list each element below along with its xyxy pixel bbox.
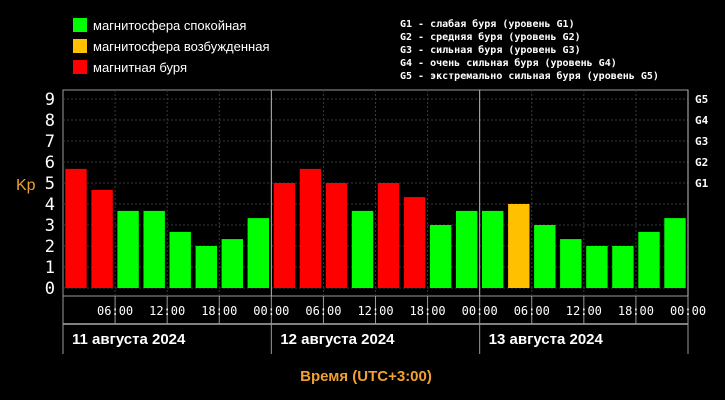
legend-swatch-quiet (73, 18, 87, 32)
legend-swatch-active (73, 39, 87, 53)
kp-bar (299, 168, 322, 288)
kp-bar (273, 183, 296, 288)
x-tick-label: 06:00 (514, 304, 550, 318)
g-scale-g4: G4 - очень сильная буря (уровень G4) (400, 57, 617, 69)
kp-bar (91, 189, 113, 288)
day-label: 13 августа 2024 (489, 331, 604, 348)
g-tick-label: G2 (695, 156, 708, 169)
g-tick-label: G4 (695, 114, 709, 127)
y-tick-label: 5 (45, 174, 55, 194)
kp-bar (560, 239, 582, 288)
g-scale-g5: G5 - экстремально сильная буря (уровень … (400, 70, 659, 82)
kp-bar (664, 218, 686, 288)
g-tick-label: G1 (695, 177, 709, 190)
y-tick-label: 7 (45, 132, 55, 152)
day-label: 11 августа 2024 (72, 331, 186, 348)
x-tick-label: 00:00 (462, 304, 498, 318)
kp-bar (508, 204, 530, 288)
legend-swatch-storm (73, 60, 87, 74)
kp-bar (456, 210, 478, 288)
kp-bar (195, 246, 217, 288)
y-tick-label: 2 (45, 237, 55, 257)
y-tick-label: 0 (45, 279, 55, 299)
x-tick-label: 00:00 (253, 304, 289, 318)
kp-bar (638, 231, 660, 288)
x-tick-label: 12:00 (149, 304, 185, 318)
day-label: 12 августа 2024 (280, 331, 395, 348)
x-axis: 06:00 12:00 18:00 00:00 06:00 12:00 18:00 00:00… (62, 296, 706, 354)
legend-label-active: магнитосфера возбужденная (93, 39, 270, 54)
g-scale-g2: G2 - средняя буря (уровень G2) (400, 31, 581, 43)
x-tick-label: 18:00 (410, 304, 446, 318)
kp-bar (534, 225, 556, 288)
y-axis-label: Kp (16, 177, 36, 194)
x-tick-label: 12:00 (566, 304, 602, 318)
grid-lines (63, 90, 689, 296)
g-scale-g1: G1 - слабая буря (уровень G1) (400, 18, 575, 30)
x-tick-label: 06:00 (305, 304, 341, 318)
g-tick-label: G5 (695, 93, 708, 106)
y-tick-label: 3 (45, 216, 55, 236)
kp-bar (247, 218, 269, 288)
x-tick-label: 00:00 (670, 304, 706, 318)
y-tick-label: 4 (45, 195, 55, 215)
y-tick-label: 8 (45, 111, 55, 131)
legend-label-quiet: магнитосфера спокойная (93, 18, 246, 33)
g-tick-label: G3 (695, 135, 708, 148)
kp-bar (429, 225, 452, 288)
kp-bar (612, 246, 634, 288)
x-tick-label: 18:00 (618, 304, 654, 318)
kp-bar (482, 210, 504, 288)
legend-label-storm: магнитная буря (93, 60, 187, 75)
y-tick-label: 9 (45, 90, 55, 110)
kp-bar (169, 231, 191, 288)
y-tick-label: 6 (45, 153, 55, 173)
kp-bar (403, 197, 426, 288)
kp-bar (351, 210, 374, 288)
kp-bar (221, 239, 243, 288)
x-tick-label: 06:00 (97, 304, 133, 318)
x-axis-label: Время (UTC+3:00) (300, 368, 432, 385)
g-ticks: G1 G2 G3 G4 G5 (695, 93, 709, 190)
legend: магнитосфера спокойная магнитосфера возб… (73, 18, 270, 75)
x-tick-label: 18:00 (201, 304, 237, 318)
kp-bar (65, 168, 87, 288)
y-tick-label: 1 (45, 258, 55, 278)
kp-bar (117, 210, 139, 288)
kp-bar (586, 246, 608, 288)
kp-bar (143, 210, 165, 288)
kp-bar (325, 183, 348, 288)
x-tick-label: 12:00 (357, 304, 393, 318)
kp-bar (377, 183, 400, 288)
g-scale-g3: G3 - сильная буря (уровень G3) (400, 44, 581, 56)
g-scale-legend: G1 - слабая буря (уровень G1) G2 - средн… (400, 18, 659, 82)
bars (65, 168, 686, 288)
